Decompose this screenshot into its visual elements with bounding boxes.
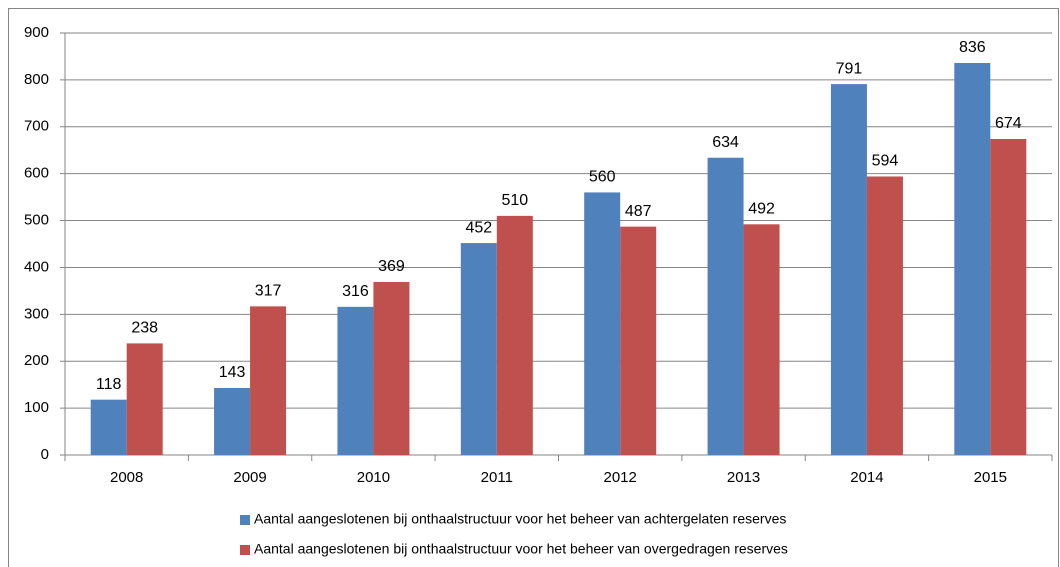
bar — [584, 192, 621, 455]
bar — [830, 84, 867, 455]
bar — [866, 176, 903, 456]
bar — [990, 138, 1027, 456]
data-label: 369 — [378, 258, 405, 275]
data-label: 634 — [712, 134, 739, 151]
data-label: 316 — [342, 283, 369, 300]
legend-label: Aantal aangeslotenen bij onthaalstructuu… — [254, 511, 786, 527]
y-tick-label: 200 — [24, 352, 49, 369]
bar — [90, 399, 127, 455]
data-label: 594 — [872, 153, 899, 170]
x-tick-label: 2014 — [850, 469, 883, 486]
bar — [373, 281, 410, 455]
y-tick-label: 900 — [24, 24, 49, 41]
data-label: 791 — [836, 60, 863, 77]
y-tick-label: 400 — [24, 258, 49, 275]
data-label: 492 — [748, 201, 775, 218]
data-label: 836 — [959, 39, 986, 56]
y-tick-label: 100 — [24, 399, 49, 416]
y-tick-label: 0 — [41, 446, 49, 463]
bar — [496, 215, 533, 455]
data-label: 238 — [131, 320, 158, 337]
legend-swatch — [240, 515, 250, 525]
x-tick-label: 2012 — [604, 469, 637, 486]
data-label: 487 — [625, 203, 652, 220]
x-tick-label: 2013 — [727, 469, 760, 486]
data-label: 510 — [501, 192, 528, 209]
y-tick-label: 600 — [24, 165, 49, 182]
chart-frame — [8, 8, 1059, 567]
bar — [707, 157, 744, 456]
data-label: 118 — [96, 376, 122, 393]
bar — [620, 226, 657, 455]
bar — [214, 387, 251, 455]
bar — [460, 243, 497, 455]
data-label: 560 — [589, 169, 616, 186]
x-tick-label: 2008 — [110, 469, 143, 486]
bar — [250, 306, 287, 455]
y-tick-label: 700 — [24, 118, 49, 135]
data-label: 674 — [995, 115, 1022, 132]
x-tick-label: 2010 — [357, 469, 390, 486]
x-tick-label: 2015 — [974, 469, 1007, 486]
y-tick-label: 500 — [24, 212, 49, 229]
legend-label: Aantal aangeslotenen bij onthaalstructuu… — [254, 541, 788, 557]
y-tick-label: 300 — [24, 305, 49, 322]
data-label: 452 — [465, 219, 492, 236]
bar — [954, 63, 991, 456]
x-tick-label: 2011 — [481, 469, 513, 486]
legend-swatch — [240, 545, 250, 555]
bar — [337, 306, 374, 455]
bar — [126, 343, 163, 455]
y-tick-label: 800 — [24, 71, 49, 88]
bar — [743, 224, 780, 455]
data-label: 143 — [219, 364, 246, 381]
x-tick-label: 2009 — [233, 469, 266, 486]
data-label: 317 — [255, 283, 282, 300]
